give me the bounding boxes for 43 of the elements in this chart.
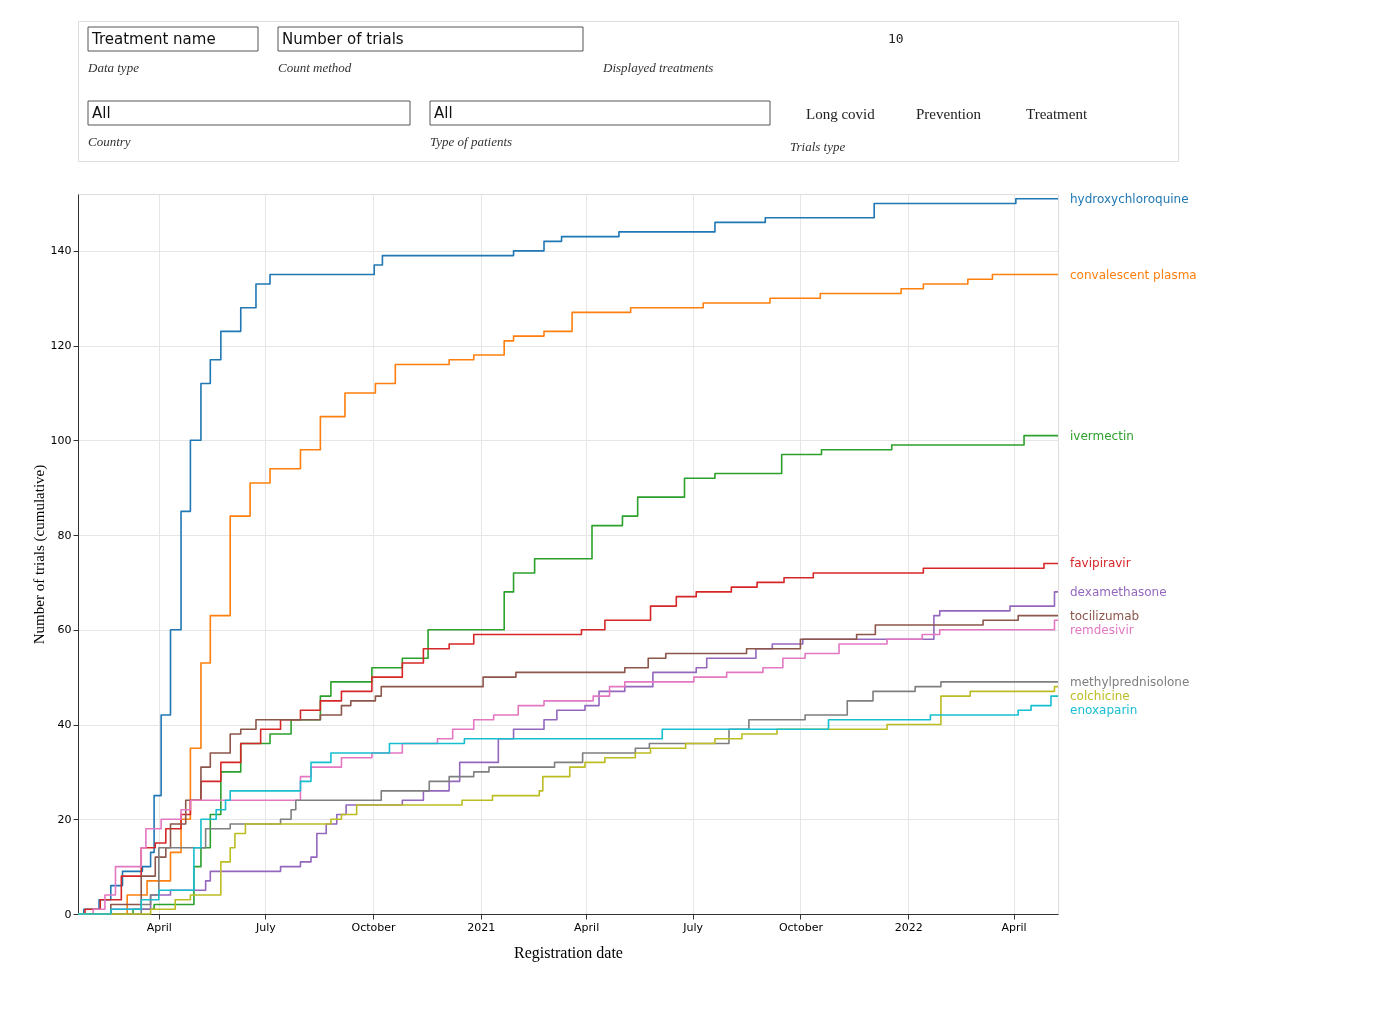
text: Data type <box>87 60 140 75</box>
series-label: colchicine <box>1070 688 1130 703</box>
text: Count method <box>278 60 352 75</box>
y-tick-label: 60 <box>57 623 72 637</box>
y-tick-label: 0 <box>64 907 72 921</box>
text: Country <box>88 134 131 149</box>
text: 10 <box>888 31 904 46</box>
y-axis-title: Number of trials (cumulative) <box>30 464 48 645</box>
y-tick-label: 20 <box>57 812 72 826</box>
text: Number of trials <box>282 30 404 48</box>
x-tick-label: 2022 <box>894 920 923 934</box>
series-label: methylprednisolone <box>1070 674 1190 689</box>
series-label: favipiravir <box>1070 556 1131 571</box>
text: Prevention <box>916 106 982 122</box>
x-tick-label: July <box>682 920 704 934</box>
x-tick-label: October <box>778 920 824 934</box>
series-label: convalescent plasma <box>1070 267 1197 282</box>
y-tick-label: 100 <box>50 433 72 447</box>
series-label: hydroxychloroquine <box>1070 191 1189 206</box>
series-label: ivermectin <box>1070 428 1134 443</box>
x-tick-label: April <box>574 920 600 934</box>
y-tick-label: 80 <box>57 528 72 542</box>
series-label: tocilizumab <box>1070 608 1140 623</box>
series-label: remdesivir <box>1070 622 1134 637</box>
y-tick-label: 140 <box>50 244 72 258</box>
text: Displayed treatments <box>602 60 714 75</box>
x-tick-label: October <box>351 920 397 934</box>
y-tick-label: 40 <box>57 718 72 732</box>
text: Type of patients <box>430 134 513 149</box>
x-tick-label: July <box>254 920 277 934</box>
x-tick-label: April <box>1001 920 1027 934</box>
text: Trials type <box>790 139 846 154</box>
series-label: enoxaparin <box>1070 702 1138 717</box>
text: Long covid <box>806 106 876 122</box>
x-tick-label: April <box>146 920 172 934</box>
text: All <box>434 104 453 122</box>
text: Treatment name <box>91 30 216 48</box>
text: Treatment <box>1026 106 1088 122</box>
series-label: dexamethasone <box>1070 584 1167 599</box>
x-tick-label: 2021 <box>467 920 496 934</box>
text: All <box>92 104 111 122</box>
y-tick-label: 120 <box>50 339 72 353</box>
x-axis-title: Registration date <box>514 943 623 962</box>
